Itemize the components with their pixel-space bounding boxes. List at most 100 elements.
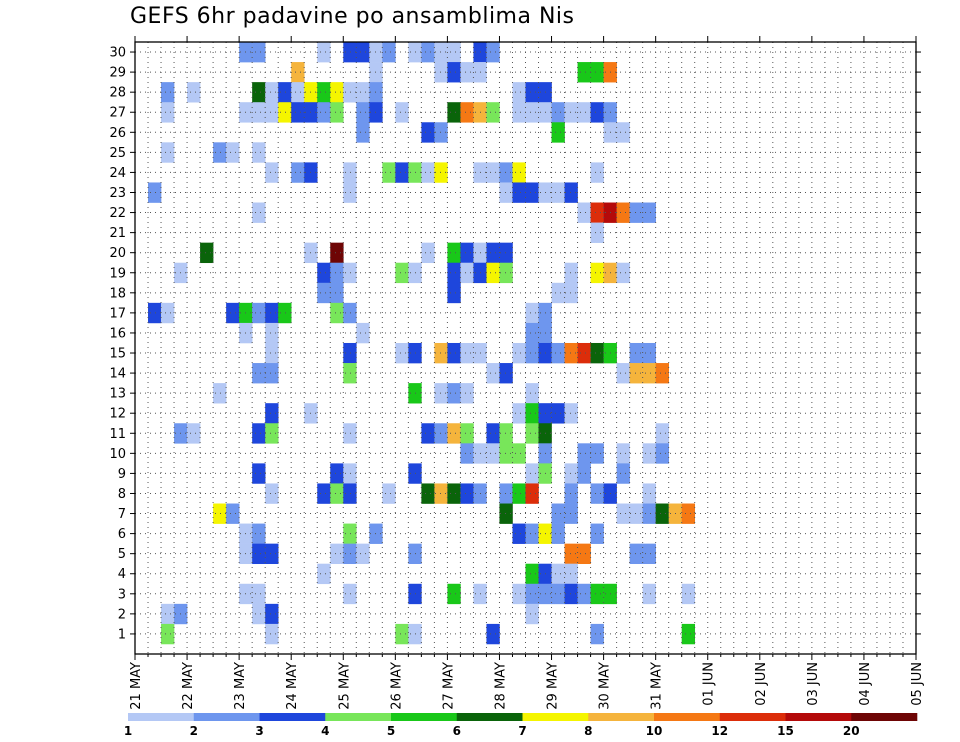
heatmap-cell <box>434 122 448 143</box>
heatmap-cell <box>564 503 578 524</box>
heatmap-cell <box>343 162 357 183</box>
heatmap-cell <box>161 102 175 123</box>
heatmap-cell <box>252 42 266 63</box>
heatmap-cell <box>525 463 539 484</box>
heatmap-cell <box>317 262 331 284</box>
legend-swatch <box>391 713 458 721</box>
heatmap-cell <box>265 423 279 444</box>
heatmap-cell <box>551 403 565 424</box>
heatmap-cell <box>447 423 461 444</box>
heatmap-cell <box>265 162 279 183</box>
heatmap-cell <box>213 503 227 524</box>
heatmap-cell <box>460 383 474 404</box>
y-tick-label: 5 <box>118 547 126 562</box>
y-tick-label: 19 <box>109 266 126 281</box>
heatmap-cell <box>252 583 266 605</box>
heatmap-cell <box>330 282 344 304</box>
heatmap-cell <box>447 383 461 404</box>
x-tick-label: 26 MAY <box>389 662 404 710</box>
y-tick-label: 15 <box>109 347 126 362</box>
heatmap-cell <box>226 503 240 524</box>
legend-label: 5 <box>387 724 395 738</box>
heatmap-cell <box>434 62 448 83</box>
heatmap-cell <box>460 102 474 123</box>
heatmap-cell <box>525 563 539 585</box>
heatmap-cell <box>642 583 656 605</box>
heatmap-cell <box>161 142 175 163</box>
heatmap-cell <box>681 623 696 645</box>
heatmap-cell <box>616 503 630 524</box>
heatmap-cell <box>577 583 591 605</box>
heatmap-cell <box>265 363 279 384</box>
heatmap-cell <box>551 503 565 524</box>
heatmap-cell <box>356 122 370 143</box>
heatmap-cell <box>590 262 604 284</box>
y-tick-label: 7 <box>118 507 126 522</box>
heatmap-cell <box>447 62 461 83</box>
heatmap-cell <box>512 162 526 183</box>
y-tick-label: 13 <box>109 387 126 402</box>
heatmap-cell <box>642 543 656 565</box>
heatmap-cell <box>395 623 409 645</box>
heatmap-cell <box>564 182 578 203</box>
heatmap-cell <box>330 543 344 565</box>
legend-swatch <box>456 713 523 721</box>
heatmap-cell <box>434 162 448 183</box>
heatmap-cell <box>252 543 266 565</box>
heatmap-cell <box>265 603 279 625</box>
heatmap-cell <box>564 403 578 424</box>
heatmap-cell <box>252 463 266 484</box>
heatmap-cell <box>460 423 474 444</box>
heatmap-cell <box>434 483 448 504</box>
legend-label: 12 <box>711 724 728 738</box>
heatmap-cell <box>564 102 578 123</box>
heatmap-cell <box>460 443 474 464</box>
heatmap-cell <box>681 583 696 605</box>
heatmap-cell <box>343 523 357 544</box>
x-tick-label: 02 JUN <box>754 662 769 706</box>
heatmap-cell <box>265 302 279 324</box>
heatmap-cell <box>252 363 266 384</box>
heatmap-cell <box>590 483 604 504</box>
legend-swatch <box>522 713 589 721</box>
y-tick-label: 17 <box>109 306 126 321</box>
heatmap-cell <box>616 202 630 223</box>
x-tick-label: 23 MAY <box>233 662 248 710</box>
heatmap-cell <box>590 583 604 605</box>
heatmap-cell <box>499 423 513 444</box>
y-tick-label: 14 <box>109 367 126 382</box>
legend-label: 10 <box>646 724 663 738</box>
legend-swatch <box>259 713 326 721</box>
legend-label: 8 <box>584 724 592 738</box>
y-tick-label: 26 <box>109 126 126 141</box>
heatmap-cell <box>330 242 344 264</box>
y-tick-label: 2 <box>118 607 126 622</box>
heatmap-cell <box>265 483 279 504</box>
heatmap-cell <box>187 423 201 444</box>
heatmap-cell <box>525 583 539 605</box>
heatmap-cell <box>317 282 331 304</box>
x-tick-label: 22 MAY <box>181 662 196 710</box>
heatmap-cell <box>395 162 409 183</box>
heatmap-cell <box>525 603 539 625</box>
heatmap-cell <box>551 102 565 123</box>
heatmap-cell <box>486 262 500 284</box>
legend-swatch <box>128 713 195 721</box>
heatmap-cell <box>486 42 500 63</box>
heatmap-cell <box>330 463 344 484</box>
y-tick-label: 9 <box>118 467 126 482</box>
heatmap-cell <box>265 403 279 424</box>
heatmap-cell <box>629 543 643 565</box>
heatmap-cell <box>226 302 240 324</box>
y-tick-label: 4 <box>118 567 126 582</box>
heatmap-cell <box>512 483 526 504</box>
heatmap-cell <box>356 82 370 103</box>
heatmap-cell <box>356 543 370 565</box>
heatmap-cell <box>447 282 461 304</box>
heatmap-cell <box>434 342 448 364</box>
heatmap-cell <box>252 102 266 123</box>
legend-swatch <box>851 713 918 721</box>
heatmap-cell <box>486 102 500 123</box>
heatmap-cell <box>317 483 331 504</box>
heatmap-cell <box>291 162 305 183</box>
